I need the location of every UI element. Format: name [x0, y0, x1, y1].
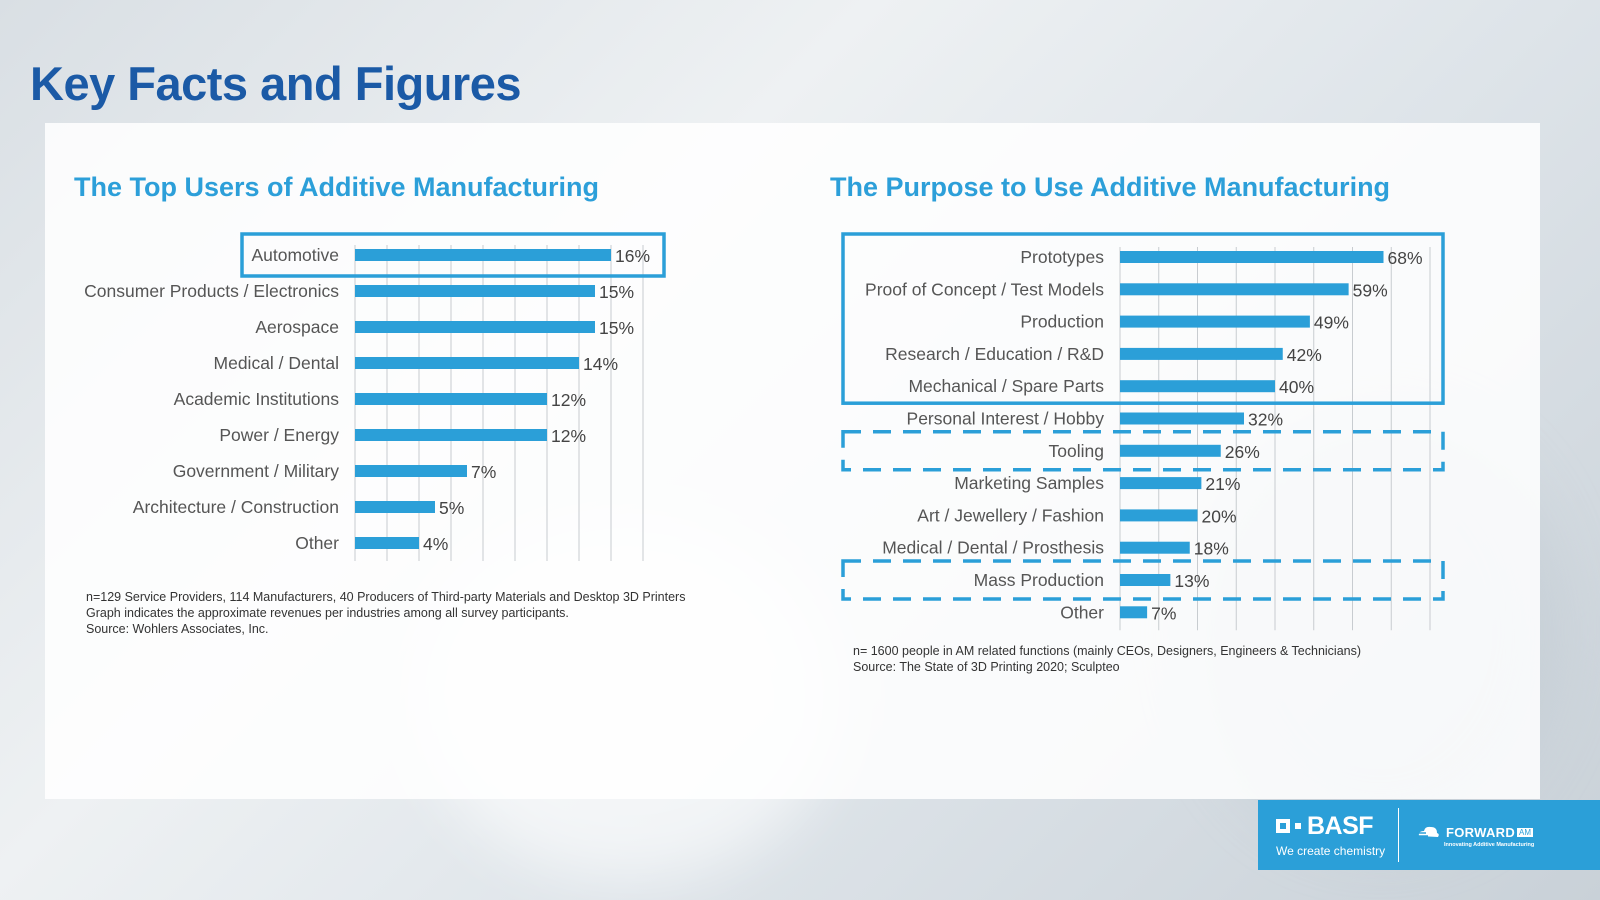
- page-title: Key Facts and Figures: [30, 57, 522, 110]
- category-label: Other: [295, 533, 339, 553]
- basf-logo: BASF: [1276, 812, 1374, 840]
- footnote-line: Source: Wohlers Associates, Inc.: [86, 622, 269, 636]
- highlight-box-dashed: [841, 430, 1445, 472]
- bar: [355, 465, 467, 477]
- brand-logo-bar: BASF We create chemistry FORWARD AM Inno…: [1258, 800, 1600, 870]
- footnote-purpose: n= 1600 people in AM related functions (…: [853, 643, 1361, 675]
- forward-tagline: Innovating Additive Manufacturing: [1444, 842, 1535, 848]
- footnote-line: Source: The State of 3D Printing 2020; S…: [853, 660, 1120, 674]
- category-label: Personal Interest / Hobby: [907, 409, 1105, 429]
- bar: [1120, 380, 1275, 393]
- bar: [1120, 412, 1244, 425]
- data-label: 4%: [423, 534, 448, 554]
- bar: [1120, 574, 1171, 586]
- data-label: 12%: [551, 390, 586, 410]
- data-label: 7%: [471, 462, 496, 482]
- category-label: Architecture / Construction: [133, 497, 339, 517]
- footnote-top-users: n=129 Service Providers, 114 Manufacture…: [86, 589, 685, 637]
- category-label: Other: [1060, 602, 1104, 622]
- category-label: Government / Military: [173, 461, 340, 481]
- data-label: 40%: [1279, 377, 1314, 397]
- data-label: 59%: [1353, 280, 1388, 300]
- data-label: 26%: [1225, 442, 1260, 462]
- bar: [355, 249, 611, 261]
- bar: [355, 501, 435, 513]
- data-label: 15%: [599, 318, 634, 338]
- bar: [1120, 315, 1310, 328]
- data-label: 15%: [599, 282, 634, 302]
- category-label: Academic Institutions: [174, 389, 340, 409]
- basf-wordmark: BASF: [1307, 812, 1374, 840]
- forward-am-logo: FORWARD AM: [1416, 824, 1534, 840]
- data-label: 68%: [1388, 248, 1423, 268]
- data-label: 14%: [583, 354, 618, 374]
- basf-square-icon: [1276, 819, 1290, 833]
- bar: [1120, 477, 1202, 490]
- bar: [1120, 444, 1221, 457]
- highlight-box: [240, 232, 666, 278]
- data-label: 21%: [1205, 474, 1240, 494]
- data-label: 16%: [615, 246, 650, 266]
- forward-cloud-icon: [1416, 826, 1439, 837]
- category-label: Medical / Dental / Prosthesis: [882, 538, 1104, 558]
- bar: [355, 321, 595, 333]
- bar: [355, 393, 547, 405]
- bar: [355, 357, 579, 369]
- data-label: 7%: [1151, 603, 1176, 623]
- highlight-box-dashed: [841, 559, 1445, 601]
- forward-wordmark: FORWARD: [1446, 824, 1516, 840]
- category-label: Tooling: [1049, 441, 1104, 461]
- chart-title-purpose: The Purpose to Use Additive Manufacturin…: [830, 172, 1391, 202]
- footnote-line: Graph indicates the approximate revenues…: [86, 606, 569, 620]
- category-label: Marketing Samples: [954, 473, 1104, 493]
- footnote-line: n=129 Service Providers, 114 Manufacture…: [86, 590, 686, 604]
- data-label: 20%: [1202, 506, 1237, 526]
- bar: [1120, 541, 1190, 554]
- data-label: 49%: [1314, 313, 1349, 333]
- category-label: Automotive: [251, 245, 339, 265]
- category-label: Power / Energy: [219, 425, 339, 445]
- category-label: Consumer Products / Electronics: [84, 281, 339, 301]
- forward-am-badge: AM: [1517, 827, 1534, 837]
- category-label: Production: [1020, 312, 1104, 332]
- chart-title-top-users: The Top Users of Additive Manufacturing: [74, 172, 600, 202]
- category-label: Mass Production: [974, 570, 1104, 590]
- category-label: Aerospace: [255, 317, 339, 337]
- basf-dot-icon: [1295, 823, 1301, 829]
- data-label: 13%: [1174, 571, 1209, 591]
- logo-divider: [1398, 808, 1399, 862]
- data-label: 32%: [1248, 410, 1283, 430]
- bar: [1120, 509, 1198, 522]
- bar: [355, 429, 547, 441]
- bar: [1120, 283, 1349, 296]
- bar: [1120, 347, 1283, 360]
- category-label: Proof of Concept / Test Models: [865, 279, 1104, 299]
- bar: [1120, 251, 1384, 263]
- category-label: Medical / Dental: [214, 353, 339, 373]
- basf-tagline: We create chemistry: [1276, 844, 1386, 858]
- footnote-line: n= 1600 people in AM related functions (…: [853, 644, 1362, 658]
- bar: [355, 537, 419, 549]
- category-label: Prototypes: [1020, 247, 1104, 267]
- data-label: 18%: [1194, 539, 1229, 559]
- category-label: Research / Education / R&D: [885, 344, 1104, 364]
- data-label: 12%: [551, 426, 586, 446]
- data-label: 42%: [1287, 345, 1322, 365]
- category-label: Mechanical / Spare Parts: [908, 376, 1104, 396]
- highlight-box-solid: [841, 232, 1445, 405]
- data-label: 5%: [439, 498, 464, 518]
- category-label: Art / Jewellery / Fashion: [917, 505, 1104, 525]
- bar: [355, 285, 595, 297]
- bar: [1120, 606, 1148, 619]
